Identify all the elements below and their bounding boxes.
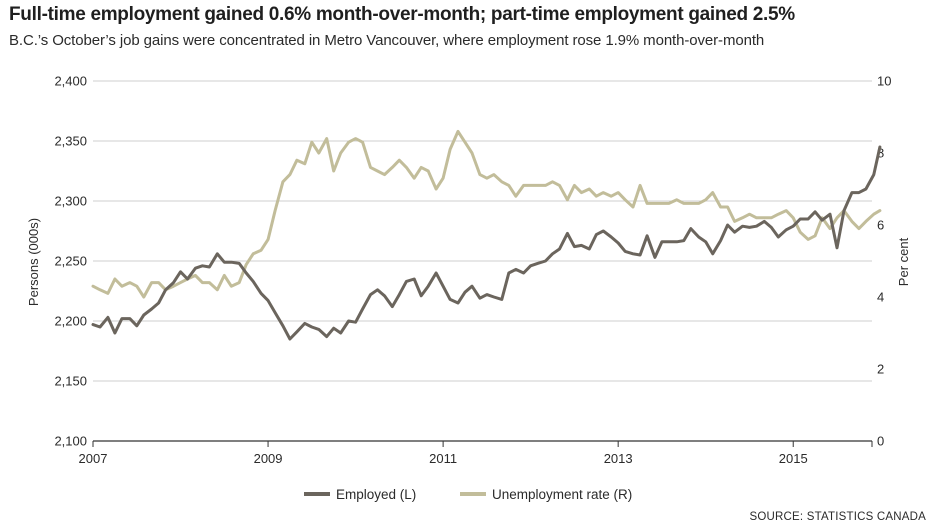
- y-tick-label-left: 2,150: [54, 374, 87, 389]
- chart-subtitle: B.C.’s October’s job gains were concentr…: [9, 32, 765, 49]
- y-tick-label-left: 2,200: [54, 314, 87, 329]
- gridlines: [93, 80, 872, 382]
- y-tick-label-left: 2,100: [54, 434, 87, 449]
- y-tick-label-right: 6: [877, 218, 884, 233]
- x-tick-label: 2015: [779, 451, 808, 466]
- y-axis-label-right: Per cent: [896, 237, 911, 286]
- y-tick-label-left: 2,300: [54, 194, 87, 209]
- y-tick-label-right: 2: [877, 362, 884, 377]
- legend: Employed (L) Unemployment rate (R): [304, 487, 632, 502]
- chart-title: Full-time employment gained 0.6% month-o…: [9, 4, 795, 25]
- y-tick-label-right: 0: [877, 434, 884, 449]
- y-axis-label-left: Persons (000s): [26, 218, 41, 306]
- x-tick-label: 2007: [79, 451, 108, 466]
- legend-label-unemployment: Unemployment rate (R): [492, 487, 632, 502]
- x-tick-label: 2011: [429, 451, 457, 466]
- x-tick-label: 2013: [604, 451, 633, 466]
- y-tick-label-right: 8: [877, 146, 884, 161]
- y-tick-label-right: 4: [877, 290, 884, 305]
- y-tick-label-left: 2,250: [54, 254, 87, 269]
- legend-label-employed: Employed (L): [336, 487, 416, 502]
- y-tick-label-left: 2,400: [54, 74, 87, 89]
- employed-series-line: [91, 145, 882, 341]
- y-tick-label-left: 2,350: [54, 134, 87, 149]
- source-note: SOURCE: STATISTICS CANADA: [749, 511, 926, 523]
- series-layer: [91, 129, 882, 341]
- y-tick-label-right: 10: [877, 74, 891, 89]
- unemployment-rate-series-line: [91, 129, 882, 299]
- axes: 2,100 2,150 2,200 2,250 2,300 2,350 2,400 0 2 4 6 8…: [54, 74, 891, 467]
- x-tick-label: 2009: [254, 451, 283, 466]
